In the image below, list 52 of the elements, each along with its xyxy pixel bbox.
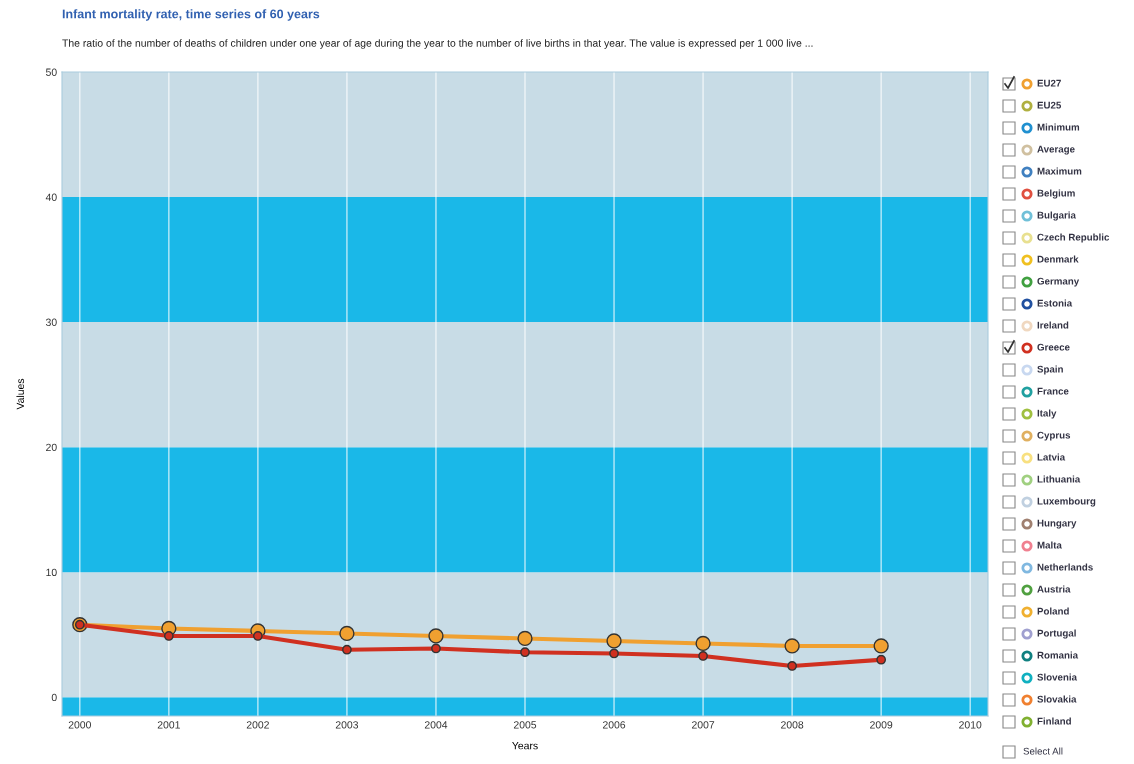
legend-label: Estonia bbox=[1037, 299, 1073, 307]
x-tick-label: 2007 bbox=[692, 721, 715, 729]
x-tick-label: 2010 bbox=[959, 721, 982, 729]
legend-label: Poland bbox=[1037, 607, 1069, 615]
chart-subtitle: The ratio of the number of deaths of children under one year of age during the year to the number of live births in that year. The value is expressed per 1 000 live ... bbox=[62, 39, 813, 49]
legend-label: Minimum bbox=[1037, 123, 1080, 131]
y-tick-label: 50 bbox=[45, 68, 57, 76]
x-tick-label: 2005 bbox=[513, 721, 537, 729]
y-tick-label: 30 bbox=[45, 318, 57, 326]
legend-label: Belgium bbox=[1037, 189, 1075, 199]
legend-label: France bbox=[1037, 387, 1069, 395]
legend-label: Lithuania bbox=[1037, 475, 1081, 483]
x-tick-label: 2004 bbox=[424, 721, 448, 729]
legend-label: Greece bbox=[1037, 343, 1070, 351]
x-tick-label: 2008 bbox=[781, 721, 804, 729]
x-axis-title: Years bbox=[512, 742, 538, 750]
legend-label: Ireland bbox=[1037, 321, 1069, 329]
x-tick-label: 2002 bbox=[246, 721, 269, 729]
legend-label: EU27 bbox=[1037, 79, 1061, 87]
x-tick-label: 2000 bbox=[68, 721, 91, 729]
legend-label: Austria bbox=[1037, 585, 1071, 593]
legend-label: Slovenia bbox=[1037, 673, 1078, 681]
y-axis-title: Values bbox=[16, 378, 25, 410]
legend-label: Maximum bbox=[1037, 167, 1082, 175]
legend-label: Latvia bbox=[1037, 453, 1066, 461]
legend-label: Slovakia bbox=[1037, 695, 1077, 703]
legend-label: Luxembourg bbox=[1037, 497, 1096, 507]
x-tick-label: 2006 bbox=[602, 721, 626, 729]
y-tick-label: 0 bbox=[51, 693, 57, 702]
legend-label: Netherlands bbox=[1037, 563, 1093, 571]
legend-label: EU25 bbox=[1037, 101, 1062, 109]
text: Select All bbox=[1023, 747, 1063, 755]
x-tick-label: 2003 bbox=[335, 721, 359, 729]
legend-label: Czech Republic bbox=[1037, 233, 1110, 243]
legend-label: Germany bbox=[1037, 277, 1080, 287]
legend-label: Portugal bbox=[1037, 629, 1076, 639]
y-tick-label: 10 bbox=[46, 568, 57, 577]
chart-title: Infant mortality rate, time series of 60 years bbox=[62, 9, 320, 21]
y-tick-label: 40 bbox=[45, 193, 57, 201]
legend-label: Malta bbox=[1037, 541, 1062, 549]
legend-label: Average bbox=[1037, 145, 1075, 155]
y-tick-label: 20 bbox=[46, 443, 57, 452]
x-tick-label: 2001 bbox=[157, 721, 180, 729]
x-tick-label: 2009 bbox=[870, 721, 893, 729]
legend-label: Finland bbox=[1037, 717, 1071, 725]
legend-label: Cyprus bbox=[1037, 431, 1071, 441]
legend-label: Spain bbox=[1037, 365, 1063, 375]
legend-label: Denmark bbox=[1037, 255, 1079, 263]
legend-label: Italy bbox=[1037, 409, 1057, 419]
legend-label: Bulgaria bbox=[1037, 211, 1076, 221]
legend-label: Romania bbox=[1037, 651, 1079, 659]
legend-label: Hungary bbox=[1037, 519, 1077, 529]
